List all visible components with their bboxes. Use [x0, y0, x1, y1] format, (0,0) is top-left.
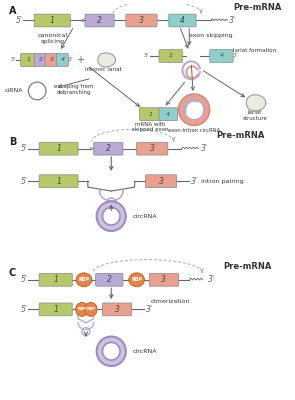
Ellipse shape	[76, 302, 88, 316]
FancyBboxPatch shape	[159, 108, 178, 120]
Text: 3: 3	[161, 275, 166, 284]
Text: dimerization: dimerization	[150, 299, 190, 304]
Text: 4: 4	[219, 54, 223, 58]
Circle shape	[184, 100, 204, 120]
Circle shape	[28, 82, 46, 100]
Text: circRNA: circRNA	[133, 349, 157, 354]
FancyBboxPatch shape	[57, 54, 68, 66]
Text: 1: 1	[50, 16, 55, 25]
Text: escaping from
debranching: escaping from debranching	[55, 84, 94, 95]
FancyBboxPatch shape	[126, 14, 157, 27]
Text: 3: 3	[158, 177, 163, 186]
FancyBboxPatch shape	[210, 50, 233, 62]
Text: RBP: RBP	[86, 307, 95, 311]
FancyBboxPatch shape	[159, 50, 182, 62]
Text: lariat formation: lariat formation	[233, 48, 276, 53]
Text: exon-intron circRNA: exon-intron circRNA	[168, 128, 220, 134]
Circle shape	[97, 202, 126, 231]
Text: 1: 1	[148, 112, 152, 117]
Text: mRNA with
skipped exon: mRNA with skipped exon	[132, 122, 168, 132]
Ellipse shape	[129, 273, 145, 287]
FancyBboxPatch shape	[140, 108, 161, 120]
FancyBboxPatch shape	[45, 54, 59, 66]
Text: 2: 2	[39, 58, 42, 62]
Text: B: B	[9, 137, 16, 147]
Text: ciRNA: ciRNA	[5, 88, 24, 94]
FancyBboxPatch shape	[34, 14, 70, 27]
Text: 4: 4	[166, 112, 170, 117]
Circle shape	[102, 342, 120, 360]
Text: 2: 2	[107, 275, 112, 284]
Circle shape	[97, 336, 126, 366]
Text: lariat
structure: lariat structure	[242, 110, 267, 120]
Text: 2: 2	[106, 144, 111, 153]
FancyBboxPatch shape	[102, 303, 132, 316]
Polygon shape	[98, 53, 116, 67]
Text: intronic lariat: intronic lariat	[85, 67, 122, 72]
Text: 5': 5'	[20, 275, 27, 284]
FancyBboxPatch shape	[145, 175, 177, 188]
Text: 3: 3	[150, 144, 155, 153]
Text: 3: 3	[139, 16, 144, 25]
FancyBboxPatch shape	[96, 273, 123, 286]
FancyBboxPatch shape	[34, 54, 47, 66]
FancyBboxPatch shape	[149, 273, 178, 286]
FancyBboxPatch shape	[169, 14, 196, 27]
FancyBboxPatch shape	[85, 14, 114, 27]
Text: 5': 5'	[144, 54, 149, 58]
Text: RBP: RBP	[131, 277, 142, 282]
Text: Pre-mRNA: Pre-mRNA	[224, 262, 272, 272]
Text: 1: 1	[56, 144, 61, 153]
FancyBboxPatch shape	[39, 303, 72, 316]
Text: Pre-mRNA: Pre-mRNA	[216, 131, 264, 140]
FancyBboxPatch shape	[94, 142, 123, 155]
Text: RBP: RBP	[77, 307, 87, 311]
Text: 3: 3	[50, 58, 54, 62]
FancyBboxPatch shape	[137, 142, 168, 155]
FancyBboxPatch shape	[39, 142, 78, 155]
Text: exon skipping: exon skipping	[189, 33, 232, 38]
Text: 5': 5'	[20, 305, 27, 314]
Text: 3': 3'	[146, 305, 153, 314]
Text: C: C	[9, 268, 16, 278]
Text: 1: 1	[53, 275, 58, 284]
FancyBboxPatch shape	[21, 54, 36, 66]
Text: 4: 4	[180, 16, 185, 25]
Text: 1: 1	[56, 177, 61, 186]
Text: 3': 3'	[201, 144, 208, 153]
Text: A: A	[9, 6, 16, 16]
Text: 5': 5'	[16, 16, 22, 25]
Text: 3: 3	[115, 305, 119, 314]
Text: 3': 3'	[68, 58, 74, 62]
Text: 1: 1	[26, 58, 30, 62]
Ellipse shape	[84, 302, 97, 316]
Text: 3': 3'	[233, 54, 239, 58]
Text: 2: 2	[97, 16, 102, 25]
Text: 5': 5'	[20, 144, 27, 153]
Ellipse shape	[76, 273, 92, 287]
Text: +: +	[76, 55, 84, 65]
Text: 1: 1	[169, 54, 173, 58]
Polygon shape	[246, 95, 266, 111]
Text: 5': 5'	[20, 177, 27, 186]
Circle shape	[178, 94, 210, 126]
Text: 3': 3'	[191, 177, 198, 186]
Text: circRNA: circRNA	[133, 214, 157, 219]
Text: 5': 5'	[11, 58, 17, 62]
Text: RBP: RBP	[78, 277, 89, 282]
Text: Pre-mRNA: Pre-mRNA	[233, 3, 282, 12]
FancyBboxPatch shape	[39, 175, 78, 188]
Circle shape	[102, 207, 120, 225]
Text: canonical
splicing: canonical splicing	[38, 33, 68, 44]
Text: 3': 3'	[208, 275, 215, 284]
FancyBboxPatch shape	[39, 273, 72, 286]
Text: 1: 1	[53, 305, 58, 314]
Text: intron pairing: intron pairing	[201, 179, 244, 184]
Text: 4: 4	[60, 58, 65, 62]
Text: 3': 3'	[229, 16, 236, 25]
